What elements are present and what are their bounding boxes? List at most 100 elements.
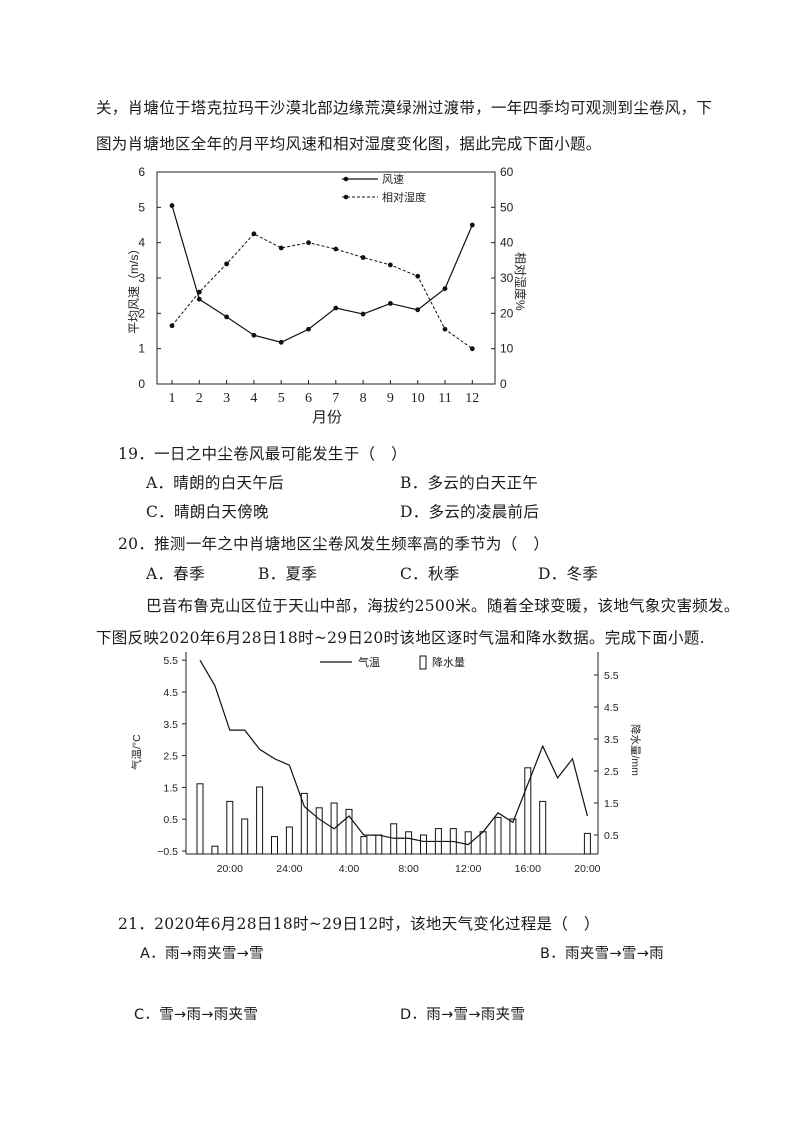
y-left-tick-label: 3.5: [163, 719, 178, 731]
wind-speed-point: [196, 296, 202, 302]
humidity-point: [224, 261, 229, 267]
intro1-line2: 图为肖塘地区全年的月平均风速和相对湿度变化图，据此完成下面小题。: [96, 135, 602, 153]
humidity-point: [196, 289, 202, 295]
temperature-series-line: [199, 659, 588, 846]
x-tick-label: 6: [305, 391, 312, 406]
y-right-tick-label: 30: [500, 271, 514, 285]
y-right-tick-label: 0: [500, 377, 507, 391]
precipitation-bar: [524, 767, 532, 855]
q21-option-c[interactable]: C．雪→雨→雨夹雪: [134, 1007, 259, 1023]
precipitation-bar: [509, 818, 517, 855]
y-right-tick-label: 20: [500, 306, 514, 320]
precipitation-bar: [271, 836, 278, 855]
humidity-point: [169, 323, 175, 329]
humidity-point: [388, 262, 393, 268]
legend-temp-label: 气温: [358, 655, 380, 669]
x-tick-label: 10: [411, 391, 425, 406]
precipitation-bar: [241, 818, 249, 855]
x-tick-label: 20:00: [574, 863, 600, 875]
q19-option-b[interactable]: B．多云的白天正午: [400, 474, 539, 492]
y-left-tick-label: 2.5: [163, 751, 178, 763]
precipitation-bar: [211, 845, 219, 855]
humidity-point: [278, 245, 284, 251]
precipitation-bar: [375, 834, 383, 855]
precipitation-bar: [420, 834, 427, 855]
q20-option-c[interactable]: C．秋季: [400, 565, 460, 583]
chart2-y-right-label: 降水量/mm: [629, 724, 642, 776]
x-tick-label: 3: [223, 391, 230, 406]
x-tick-label: 11: [438, 391, 451, 406]
chart1-y-right-label: 相对湿度%: [513, 252, 528, 311]
intro2-line2: 下图反映2020年6月28日18时~29日20时该地区逐时气温和降水数据。完成下…: [96, 629, 705, 647]
q21-stem: 21．2020年6月28日18时~29日12时，该地天气变化过程是（ ）: [118, 915, 600, 933]
q20-option-b[interactable]: B．夏季: [258, 565, 318, 583]
precipitation-bar: [494, 816, 502, 855]
y-right-tick-label: 2.5: [604, 766, 619, 778]
humidity-point: [469, 346, 475, 352]
y-right-tick-label: 60: [500, 165, 514, 179]
y-left-tick-label: −0.5: [157, 846, 178, 858]
chart1-y-left-label: 平均风速（m/s）: [127, 243, 141, 334]
q21-option-b[interactable]: B．雨夹雪→雪→雨: [540, 946, 664, 962]
humidity-point: [333, 246, 339, 252]
precipitation-bar: [256, 786, 264, 855]
q20-option-d[interactable]: D．冬季: [538, 565, 599, 583]
precipitation-bar: [390, 823, 398, 855]
x-tick-label: 8: [360, 391, 367, 406]
humidity-point: [442, 326, 448, 332]
y-right-tick-label: 4.5: [604, 702, 619, 714]
precipitation-bar: [300, 792, 308, 855]
y-left-tick-label: 2: [138, 306, 145, 320]
intro2-line1: 巴音布鲁克山区位于天山中部，海拔约2500米。随着全球变暖，该地气象灾害频发。: [146, 597, 740, 615]
q19-option-d[interactable]: D．多云的凌晨前后: [400, 503, 540, 521]
wind-speed-point: [388, 301, 393, 306]
q20-option-a[interactable]: A．春季: [146, 565, 205, 583]
precipitation-bar: [360, 836, 368, 855]
x-tick-label: 9: [387, 391, 394, 406]
y-left-tick-label: 0.5: [163, 814, 178, 826]
y-right-tick-label: 1.5: [604, 798, 619, 810]
x-tick-label: 7: [332, 391, 339, 406]
wind-speed-series-line: [171, 205, 473, 343]
wind-speed-point: [360, 311, 366, 317]
y-left-tick-label: 5.5: [163, 655, 178, 667]
x-tick-label: 5: [278, 391, 285, 406]
humidity-point: [415, 273, 421, 279]
x-tick-label: 16:00: [515, 863, 541, 875]
wind-speed-point: [224, 314, 229, 320]
x-tick-label: 2: [196, 391, 203, 406]
x-tick-label: 8:00: [398, 863, 419, 875]
precipitation-bar: [285, 826, 293, 855]
y-left-tick-label: 3: [138, 271, 145, 285]
y-left-tick-label: 4: [138, 236, 145, 250]
x-tick-label: 4: [250, 391, 257, 406]
q21-option-d[interactable]: D．雨→雪→雨夹雪: [400, 1007, 526, 1023]
chart1-x-label: 月份: [312, 409, 342, 426]
q21-option-a[interactable]: A．雨→雨夹雪→雪: [140, 946, 264, 962]
x-tick-label: 24:00: [276, 863, 302, 875]
wind-speed-point: [442, 286, 448, 291]
y-left-tick-label: 6: [138, 165, 145, 179]
humidity-point: [306, 240, 311, 246]
wind-speed-point: [278, 339, 284, 345]
humidity-series-line: [171, 233, 473, 350]
y-left-tick-label: 1: [138, 342, 145, 356]
legend-precip-box: [419, 655, 427, 670]
q20-stem: 20．推测一年之中肖塘地区尘卷风发生频率高的季节为（ ）: [118, 535, 550, 553]
precipitation-bar: [539, 800, 547, 855]
y-right-tick-label: 50: [500, 200, 514, 214]
x-tick-label: 20:00: [217, 863, 243, 875]
legend-humidity-label: 相对湿度: [382, 190, 426, 204]
precipitation-bar: [583, 832, 591, 855]
q19-option-a[interactable]: A．晴朗的白天午后: [146, 474, 284, 492]
y-right-tick-label: 3.5: [604, 734, 619, 746]
y-right-tick-label: 0.5: [604, 830, 619, 842]
wind-speed-point: [415, 307, 421, 313]
intro1-line1: 关，肖塘位于塔克拉玛干沙漠北部边缘荒漠绿洲过渡带，一年四季均可观测到尘卷风，下: [96, 99, 713, 117]
precipitation-bar: [479, 831, 487, 855]
wind-speed-point: [169, 203, 175, 208]
precipitation-bar: [315, 807, 323, 855]
y-right-tick-label: 10: [500, 342, 514, 356]
q19-option-c[interactable]: C．晴朗白天傍晚: [146, 503, 269, 521]
